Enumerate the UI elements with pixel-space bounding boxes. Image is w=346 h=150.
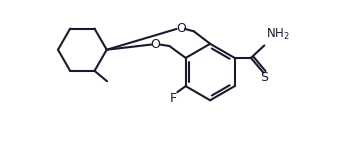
Text: S: S	[260, 71, 268, 84]
Text: O: O	[176, 22, 186, 35]
Text: O: O	[151, 38, 161, 51]
Text: F: F	[169, 92, 176, 105]
Text: NH$_2$: NH$_2$	[266, 26, 290, 42]
